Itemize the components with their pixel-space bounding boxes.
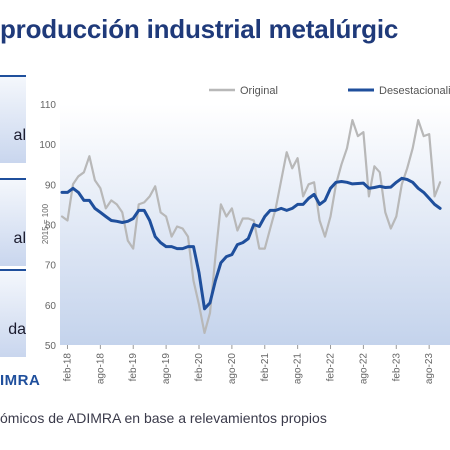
x-tick-label: feb-18 (62, 353, 73, 382)
x-tick-label: feb-21 (260, 353, 271, 382)
chart-legend: Original Desestacionalizada (209, 85, 450, 97)
summary-card-3-label: da (8, 321, 26, 338)
x-axis-ticks: feb-18 ago-18 feb-19 ago-19 feb-20 ago-20 feb-… (62, 345, 435, 384)
y-tick-label: 90 (45, 180, 57, 191)
x-tick-label: feb-20 (194, 353, 205, 382)
x-tick-label: feb-19 (128, 353, 139, 382)
summary-card-1: al (0, 75, 26, 163)
y-tick-label: 100 (39, 140, 56, 151)
summary-card-2-label: al (13, 230, 26, 247)
chart-series (60, 118, 442, 334)
y-tick-label: 50 (45, 341, 57, 352)
x-tick-label: feb-23 (391, 353, 402, 382)
source-note: ómicos de ADIMRA en base a relevamientos… (0, 410, 327, 426)
y-axis-ticks: 50 60 70 80 90 100 110 (39, 100, 56, 352)
line-chart: 50 60 70 80 90 100 110 2015 = 100 feb-18 ago-18… (39, 85, 450, 384)
series-line-seasonal (60, 176, 442, 311)
x-tick-label: feb-22 (326, 353, 337, 382)
y-tick-label: 60 (45, 301, 57, 312)
y-tick-label: 110 (40, 100, 56, 111)
x-tick-label: ago-18 (95, 353, 106, 385)
x-tick-label: ago-19 (161, 353, 172, 385)
adimra-logo: IMRA (0, 372, 41, 389)
x-tick-label: ago-20 (227, 353, 238, 385)
summary-card-2: al (0, 178, 26, 266)
x-tick-label: ago-21 (293, 353, 304, 385)
legend-label-seasonal: Desestacionalizada (379, 85, 450, 97)
summary-card-1-label: al (13, 127, 26, 144)
series-line-original (60, 118, 442, 334)
summary-card-3: da (0, 269, 26, 357)
x-tick-label: ago-22 (358, 353, 369, 385)
y-tick-label: 80 (45, 221, 57, 232)
y-tick-label: 70 (45, 261, 57, 272)
page-title: producción industrial metalúrgic (0, 14, 399, 44)
x-tick-label: ago-23 (424, 353, 435, 385)
legend-label-original: Original (240, 85, 278, 97)
y-axis-label: 2015 = 100 (41, 203, 50, 244)
